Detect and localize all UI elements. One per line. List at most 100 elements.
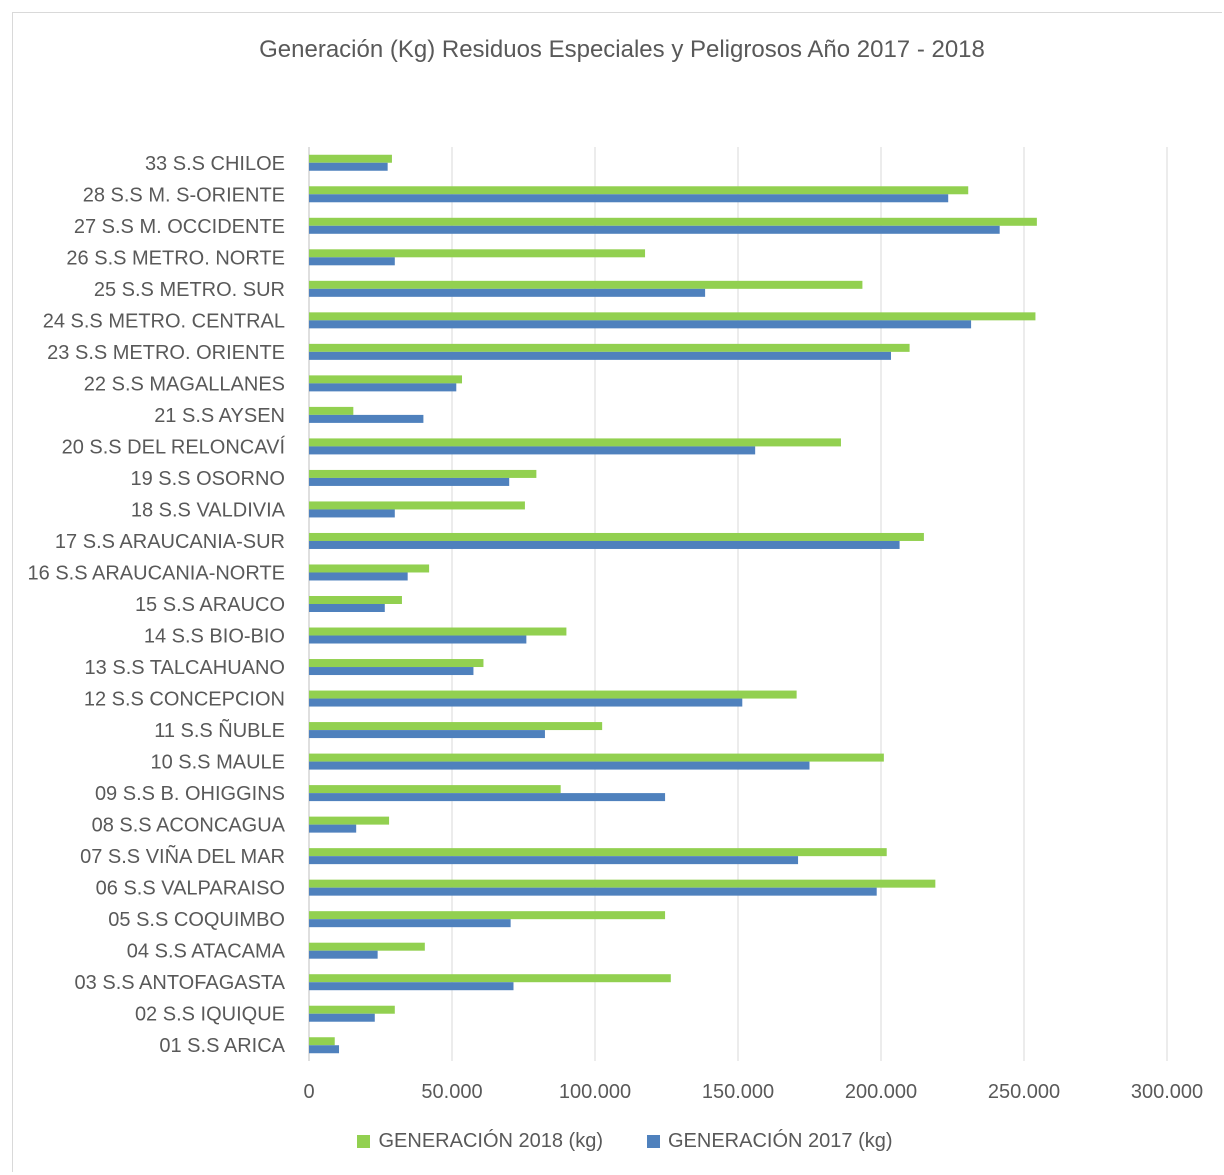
chart-title: Generación (Kg) Residuos Especiales y Pe… xyxy=(259,36,985,63)
bar-2018-20 xyxy=(309,785,561,794)
category-label-15: 14 S.S BIO-BIO xyxy=(144,626,285,648)
bar-2018-2 xyxy=(309,217,1037,226)
bar-2017-26 xyxy=(309,982,514,991)
category-label-0: 33 S.S CHILOE xyxy=(145,153,285,175)
category-label-13: 16 S.S ARAUCANIA-NORTE xyxy=(28,562,285,584)
bar-2018-23 xyxy=(309,879,936,888)
x-tick-label-4: 200.000 xyxy=(845,1081,917,1103)
bar-2018-28 xyxy=(309,1037,335,1046)
bar-2017-27 xyxy=(309,1013,375,1022)
bar-2017-24 xyxy=(309,919,511,928)
bar-2018-19 xyxy=(309,753,884,762)
category-label-5: 24 S.S METRO. CENTRAL xyxy=(43,310,285,332)
bar-2017-23 xyxy=(309,887,877,896)
bar-2018-17 xyxy=(309,690,797,699)
category-label-23: 06 S.S VALPARAISO xyxy=(96,878,285,900)
bar-2017-8 xyxy=(309,414,424,423)
bar-2018-13 xyxy=(309,564,430,573)
category-label-14: 15 S.S ARAUCO xyxy=(135,594,285,616)
category-label-2: 27 S.S M. OCCIDENTE xyxy=(74,216,285,238)
category-label-19: 10 S.S MAULE xyxy=(150,752,285,774)
bar-2018-14 xyxy=(309,596,402,604)
bar-2017-18 xyxy=(309,730,545,739)
bar-2017-13 xyxy=(309,572,408,581)
bar-2018-4 xyxy=(309,280,863,289)
bar-2017-12 xyxy=(309,540,900,549)
bar-2017-10 xyxy=(309,477,510,486)
x-tick-label-1: 50.000 xyxy=(421,1081,482,1103)
category-label-21: 08 S.S ACONCAGUA xyxy=(92,815,286,837)
bar-2018-24 xyxy=(309,911,666,920)
bar-2017-3 xyxy=(309,257,395,266)
category-label-6: 23 S.S METRO. ORIENTE xyxy=(47,342,285,364)
bar-2018-22 xyxy=(309,848,887,857)
category-label-20: 09 S.S B. OHIGGINS xyxy=(95,783,285,805)
bar-2018-6 xyxy=(309,343,910,352)
category-label-3: 26 S.S METRO. NORTE xyxy=(66,247,285,269)
bar-2018-27 xyxy=(309,1005,395,1014)
x-tick-label-0: 0 xyxy=(303,1081,314,1103)
legend-item-2017: GENERACIÓN 2017 (kg) xyxy=(647,1130,893,1153)
bar-2017-11 xyxy=(309,509,395,518)
legend-swatch-2017 xyxy=(647,1135,660,1148)
bar-2018-5 xyxy=(309,312,1036,321)
category-label-12: 17 S.S ARAUCANIA-SUR xyxy=(55,531,285,553)
category-label-25: 04 S.S ATACAMA xyxy=(127,941,286,963)
category-label-24: 05 S.S COQUIMBO xyxy=(108,909,285,931)
bar-2017-25 xyxy=(309,950,378,959)
legend-label-2018: GENERACIÓN 2018 (kg) xyxy=(378,1130,603,1152)
bar-2018-10 xyxy=(309,469,537,478)
category-label-10: 19 S.S OSORNO xyxy=(131,468,286,490)
category-label-9: 20 S.S DEL RELONCAVÍ xyxy=(62,435,286,458)
bar-2017-16 xyxy=(309,667,474,676)
category-label-27: 02 S.S IQUIQUE xyxy=(135,1004,285,1026)
x-tick-label-2: 100.000 xyxy=(559,1081,631,1103)
legend-swatch-2018 xyxy=(357,1135,371,1148)
bar-2018-26 xyxy=(309,974,671,983)
bar-2017-19 xyxy=(309,761,810,770)
bar-2018-1 xyxy=(309,186,969,195)
category-label-8: 21 S.S AYSEN xyxy=(154,405,285,427)
bar-2018-15 xyxy=(309,627,567,636)
category-label-17: 12 S.S CONCEPCION xyxy=(84,689,285,711)
bar-2017-28 xyxy=(309,1045,340,1054)
bar-2017-22 xyxy=(309,856,799,865)
category-label-26: 03 S.S ANTOFAGASTA xyxy=(75,972,286,994)
x-tick-label-3: 150.000 xyxy=(702,1081,774,1103)
chart-frame xyxy=(12,12,1222,1172)
bar-2017-17 xyxy=(309,698,743,707)
bar-2017-20 xyxy=(309,793,666,802)
category-label-18: 11 S.S ÑUBLE xyxy=(154,718,285,742)
bar-2017-0 xyxy=(309,162,388,171)
bar-2017-9 xyxy=(309,446,756,455)
bar-2018-9 xyxy=(309,438,841,447)
bar-2017-4 xyxy=(309,288,706,297)
bar-2018-16 xyxy=(309,659,484,668)
category-label-7: 22 S.S MAGALLANES xyxy=(84,373,285,395)
bar-2018-7 xyxy=(309,375,463,384)
bar-2017-5 xyxy=(309,320,972,329)
bar-2017-2 xyxy=(309,225,1000,234)
bar-2018-25 xyxy=(309,942,425,951)
x-tick-label-5: 250.000 xyxy=(988,1081,1060,1103)
category-label-16: 13 S.S TALCAHUANO xyxy=(85,657,285,679)
chart-legend: GENERACIÓN 2018 (kg) GENERACIÓN 2017 (kg… xyxy=(0,1130,1224,1153)
x-tick-label-6: 300.000 xyxy=(1131,1081,1203,1103)
bar-2017-14 xyxy=(309,604,385,612)
bar-2018-3 xyxy=(309,249,646,258)
category-label-22: 07 S.S VIÑA DEL MAR xyxy=(80,844,285,868)
bar-2018-18 xyxy=(309,722,603,731)
bar-2017-15 xyxy=(309,635,527,644)
legend-label-2017: GENERACIÓN 2017 (kg) xyxy=(668,1130,893,1152)
bar-2018-0 xyxy=(309,154,392,163)
bar-2018-11 xyxy=(309,501,525,510)
legend-item-2018: GENERACIÓN 2018 (kg) xyxy=(357,1130,603,1153)
bar-2018-8 xyxy=(309,406,354,415)
category-label-1: 28 S.S M. S-ORIENTE xyxy=(83,184,285,206)
bar-2017-21 xyxy=(309,824,357,833)
category-label-28: 01 S.S ARICA xyxy=(159,1035,285,1057)
bar-2017-7 xyxy=(309,383,457,392)
category-label-11: 18 S.S VALDIVIA xyxy=(131,499,286,521)
bar-2018-12 xyxy=(309,532,924,541)
